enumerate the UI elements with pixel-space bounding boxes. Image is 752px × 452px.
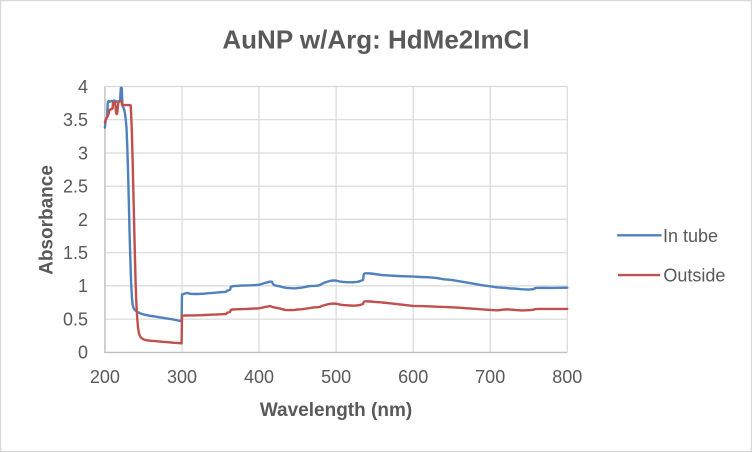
svg-text:300: 300 [167, 367, 197, 387]
svg-text:1.5: 1.5 [63, 243, 88, 263]
svg-text:0.5: 0.5 [63, 310, 88, 330]
svg-text:800: 800 [552, 367, 582, 387]
svg-text:Absorbance: Absorbance [37, 165, 58, 275]
svg-text:Wavelength (nm): Wavelength (nm) [260, 400, 412, 421]
svg-text:600: 600 [398, 367, 428, 387]
svg-text:700: 700 [475, 367, 505, 387]
svg-text:4: 4 [78, 77, 88, 97]
svg-text:500: 500 [321, 367, 351, 387]
svg-text:400: 400 [244, 367, 274, 387]
svg-text:1: 1 [78, 276, 88, 296]
svg-text:0: 0 [78, 343, 88, 363]
svg-text:AuNP w/Arg: HdMe2ImCl: AuNP w/Arg: HdMe2ImCl [222, 25, 529, 55]
svg-text:2.5: 2.5 [63, 177, 88, 197]
svg-text:3: 3 [78, 143, 88, 163]
svg-text:In tube: In tube [663, 226, 718, 246]
svg-text:3.5: 3.5 [63, 110, 88, 130]
svg-text:200: 200 [90, 367, 120, 387]
svg-text:2: 2 [78, 210, 88, 230]
svg-text:Outside: Outside [663, 266, 725, 286]
